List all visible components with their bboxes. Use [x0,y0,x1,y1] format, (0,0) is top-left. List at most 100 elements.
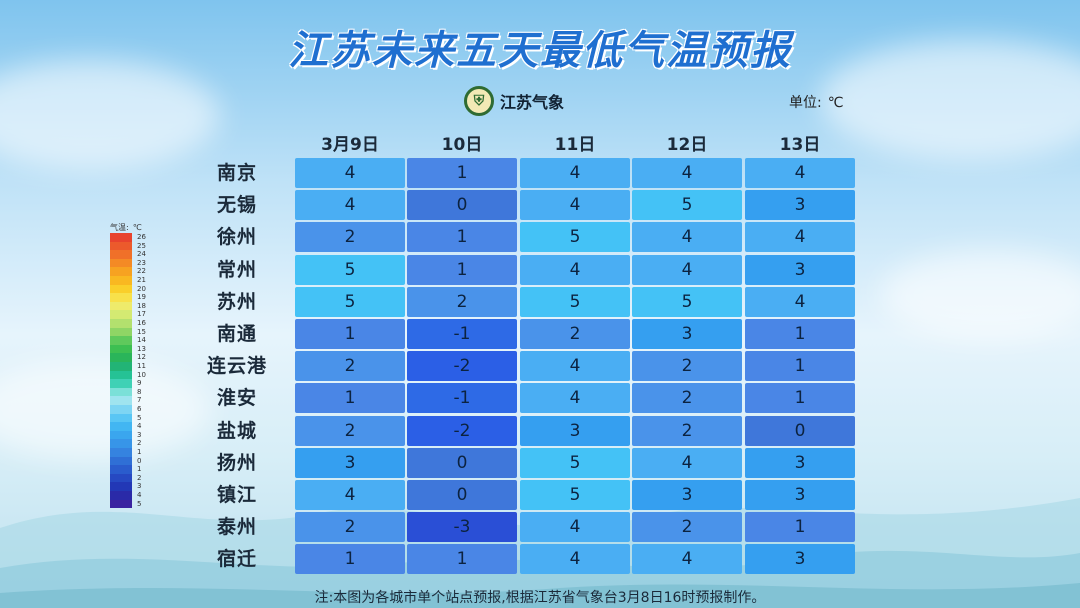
legend-swatch [110,422,132,431]
page-title: 江苏未来五天最低气温预报 [288,28,792,74]
legend-swatch [110,456,132,466]
legend-tick: 0 [137,456,142,465]
legend-tick: 14 [137,336,146,345]
legend-tick: 26 [137,233,146,241]
city-label: 苏州 [216,290,257,313]
temperature-cell: 5 [632,286,742,317]
legend-tick: 5 [137,413,142,422]
column-header: 12日 [666,135,708,155]
legend-tick: 12 [137,353,146,362]
unit-indicator: 单位: ℃ [789,92,843,112]
column-header: 10日 [441,135,483,155]
legend-tick: 22 [137,267,146,276]
city-label: 淮安 [216,387,257,410]
legend-swatch [110,233,132,242]
temperature-cell: 3 [745,544,855,575]
legend-swatch [110,250,132,259]
legend-swatch [110,370,132,380]
temperature-cell: 5 [520,222,630,253]
legend-tick: 15 [137,327,146,336]
legend-tick: 5 [137,499,142,508]
temperature-cell: 1 [295,544,405,575]
legend-swatch [110,439,132,448]
legend-swatch [110,473,132,483]
footnote: 注:本图为各城市单个站点预报,根据江苏省气象台3月8日16时预报制作。 [314,590,766,606]
legend-swatch [110,387,132,397]
legend-title-unit: ℃ [132,223,142,232]
legend-tick: 18 [137,301,146,310]
temperature-cell: 1 [745,351,855,382]
legend-swatch [110,379,132,388]
temperature-cell: 1 [407,158,517,188]
temperature-cell: 2 [520,319,630,349]
temperature-cell: 1 [295,383,405,414]
temperature-cell: 4 [520,383,630,414]
legend-swatch [110,499,132,509]
legend-swatch [110,396,132,405]
legend-swatch [110,293,132,302]
temperature-cell: 1 [407,544,517,575]
column-header: 13日 [779,135,821,155]
column-header: 3月9日 [321,135,379,155]
legend-tick: 4 [137,491,142,499]
cloud-decoration [0,360,210,460]
logo-text: 江苏气象 [500,93,565,112]
legend-swatch [110,327,132,337]
temperature-cell: 3 [632,319,742,349]
temperature-cell: 1 [745,512,855,543]
legend-tick: 11 [137,362,146,370]
temperature-cell: 1 [745,383,855,414]
legend-swatch [110,284,132,294]
temperature-cell: 0 [407,190,517,221]
temperature-cell: 0 [407,447,517,478]
city-label: 南通 [216,323,257,345]
temperature-cell: 4 [745,158,855,188]
cloud-decoration [820,40,1080,160]
temperature-cell: 3 [745,447,855,478]
temperature-cell: 4 [520,158,630,188]
legend-tick: 21 [137,276,146,284]
legend-tick: 2 [137,473,142,482]
city-label: 盐城 [216,419,257,442]
temperature-cell: 4 [295,190,405,221]
temperature-cell: 5 [632,190,742,221]
cloud-decoration [0,60,220,170]
temperature-cell: 4 [295,480,405,510]
temperature-cell: 4 [520,351,630,382]
temperature-cell: 5 [520,447,630,478]
unit-label: 单位: [789,95,822,111]
temperature-cell: 4 [520,512,630,543]
temperature-cell: 1 [745,319,855,349]
temperature-cell: 4 [745,286,855,317]
temperature-cell: -2 [407,415,517,446]
city-label: 常州 [216,258,257,281]
legend-tick: 8 [137,387,142,396]
temperature-cell: 5 [520,286,630,317]
temperature-cell: 3 [632,480,742,510]
unit-value: ℃ [827,95,844,111]
legend-swatch [110,276,132,285]
legend-tick: 7 [137,396,142,405]
temperature-cell: 0 [745,415,855,446]
legend-swatch [110,465,132,474]
temperature-cell: 2 [632,383,742,414]
legend-swatch [110,258,132,268]
temperature-cell: 4 [632,158,742,188]
legend-tick: 16 [137,319,146,327]
city-label: 泰州 [216,516,257,539]
city-label: 镇江 [216,484,257,506]
temperature-cell: 3 [745,480,855,510]
temperature-cell: 1 [407,254,517,285]
temperature-cell: 5 [295,286,405,317]
legend-tick: 1 [137,465,142,474]
legend-swatch [110,267,132,276]
temperature-cell: 5 [295,254,405,285]
legend-swatch [110,482,132,491]
legend-swatch [110,405,132,414]
city-label: 连云港 [206,355,267,378]
legend-swatch [110,310,132,319]
legend-swatch [110,448,132,457]
legend-tick: 19 [137,293,146,302]
legend-swatch [110,413,132,423]
legend-tick: 24 [137,250,146,259]
